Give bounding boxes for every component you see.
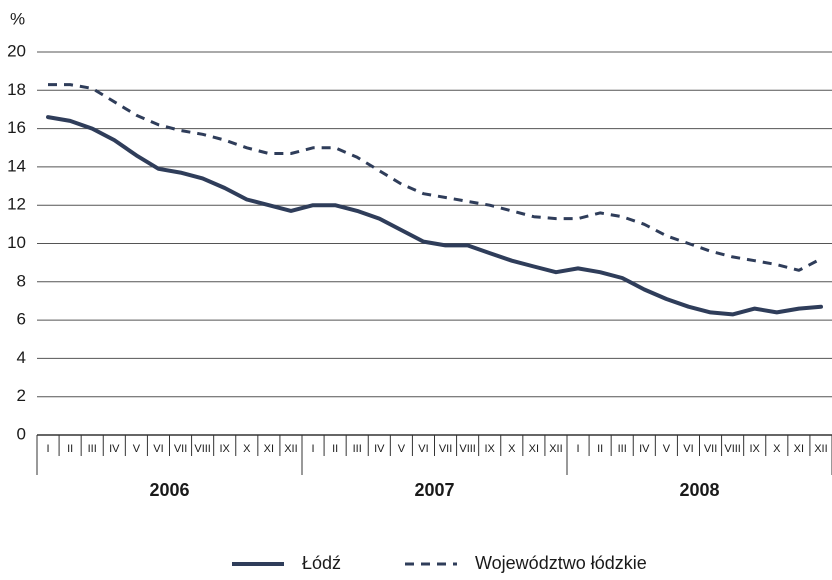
x-tick-label: IX xyxy=(485,443,496,455)
x-tick-label: II xyxy=(67,443,73,455)
x-tick-label: I xyxy=(577,443,580,455)
y-tick-label: 2 xyxy=(17,386,26,405)
y-tick-label: 4 xyxy=(17,348,26,367)
x-tick-label: VIII xyxy=(724,443,741,455)
x-tick-label: XI xyxy=(264,443,274,455)
x-tick-label: XII xyxy=(549,443,562,455)
x-tick-label: VII xyxy=(439,443,452,455)
legend-label: Województwo łódzkie xyxy=(475,553,647,573)
x-tick-label: II xyxy=(332,443,338,455)
series-line xyxy=(46,115,823,317)
x-tick-label: XII xyxy=(284,443,297,455)
x-tick-label: V xyxy=(663,443,671,455)
y-tick-label: 10 xyxy=(7,233,26,252)
y-axis-label: % xyxy=(10,9,25,28)
x-tick-label: XII xyxy=(814,443,827,455)
year-label: 2008 xyxy=(679,480,719,500)
x-tick-label: II xyxy=(597,443,603,455)
x-tick-label: V xyxy=(398,443,406,455)
x-tick-label: III xyxy=(353,443,362,455)
x-tick-label: IV xyxy=(374,443,385,455)
x-tick-label: VIII xyxy=(194,443,211,455)
x-tick-label: X xyxy=(773,443,781,455)
y-tick-label: 6 xyxy=(17,310,26,329)
y-tick-label: 14 xyxy=(7,156,26,175)
x-tick-label: VI xyxy=(418,443,428,455)
x-tick-label: X xyxy=(508,443,516,455)
x-tick-label: IV xyxy=(639,443,650,455)
x-tick-label: I xyxy=(312,443,315,455)
y-tick-label: 8 xyxy=(17,271,26,290)
x-tick-label: VI xyxy=(153,443,163,455)
x-tick-label: VI xyxy=(683,443,693,455)
series-line xyxy=(48,83,822,272)
x-tick-label: VII xyxy=(174,443,187,455)
y-tick-label: 20 xyxy=(7,41,26,60)
x-tick-label: III xyxy=(618,443,627,455)
year-label: 2007 xyxy=(414,480,454,500)
x-tick-label: IX xyxy=(220,443,231,455)
x-tick-label: XI xyxy=(529,443,539,455)
x-tick-label: IX xyxy=(750,443,761,455)
y-tick-label: 0 xyxy=(17,424,26,443)
year-label: 2006 xyxy=(149,480,189,500)
y-tick-label: 16 xyxy=(7,118,26,137)
x-tick-label: VIII xyxy=(459,443,476,455)
x-tick-label: X xyxy=(243,443,251,455)
x-tick-label: III xyxy=(88,443,97,455)
y-tick-label: 12 xyxy=(7,195,26,214)
legend-label: Łódź xyxy=(302,553,341,573)
x-tick-label: XI xyxy=(794,443,804,455)
x-tick-label: VII xyxy=(704,443,717,455)
x-tick-label: IV xyxy=(109,443,120,455)
x-tick-label: V xyxy=(133,443,141,455)
y-tick-label: 18 xyxy=(7,80,26,99)
x-tick-label: I xyxy=(47,443,50,455)
